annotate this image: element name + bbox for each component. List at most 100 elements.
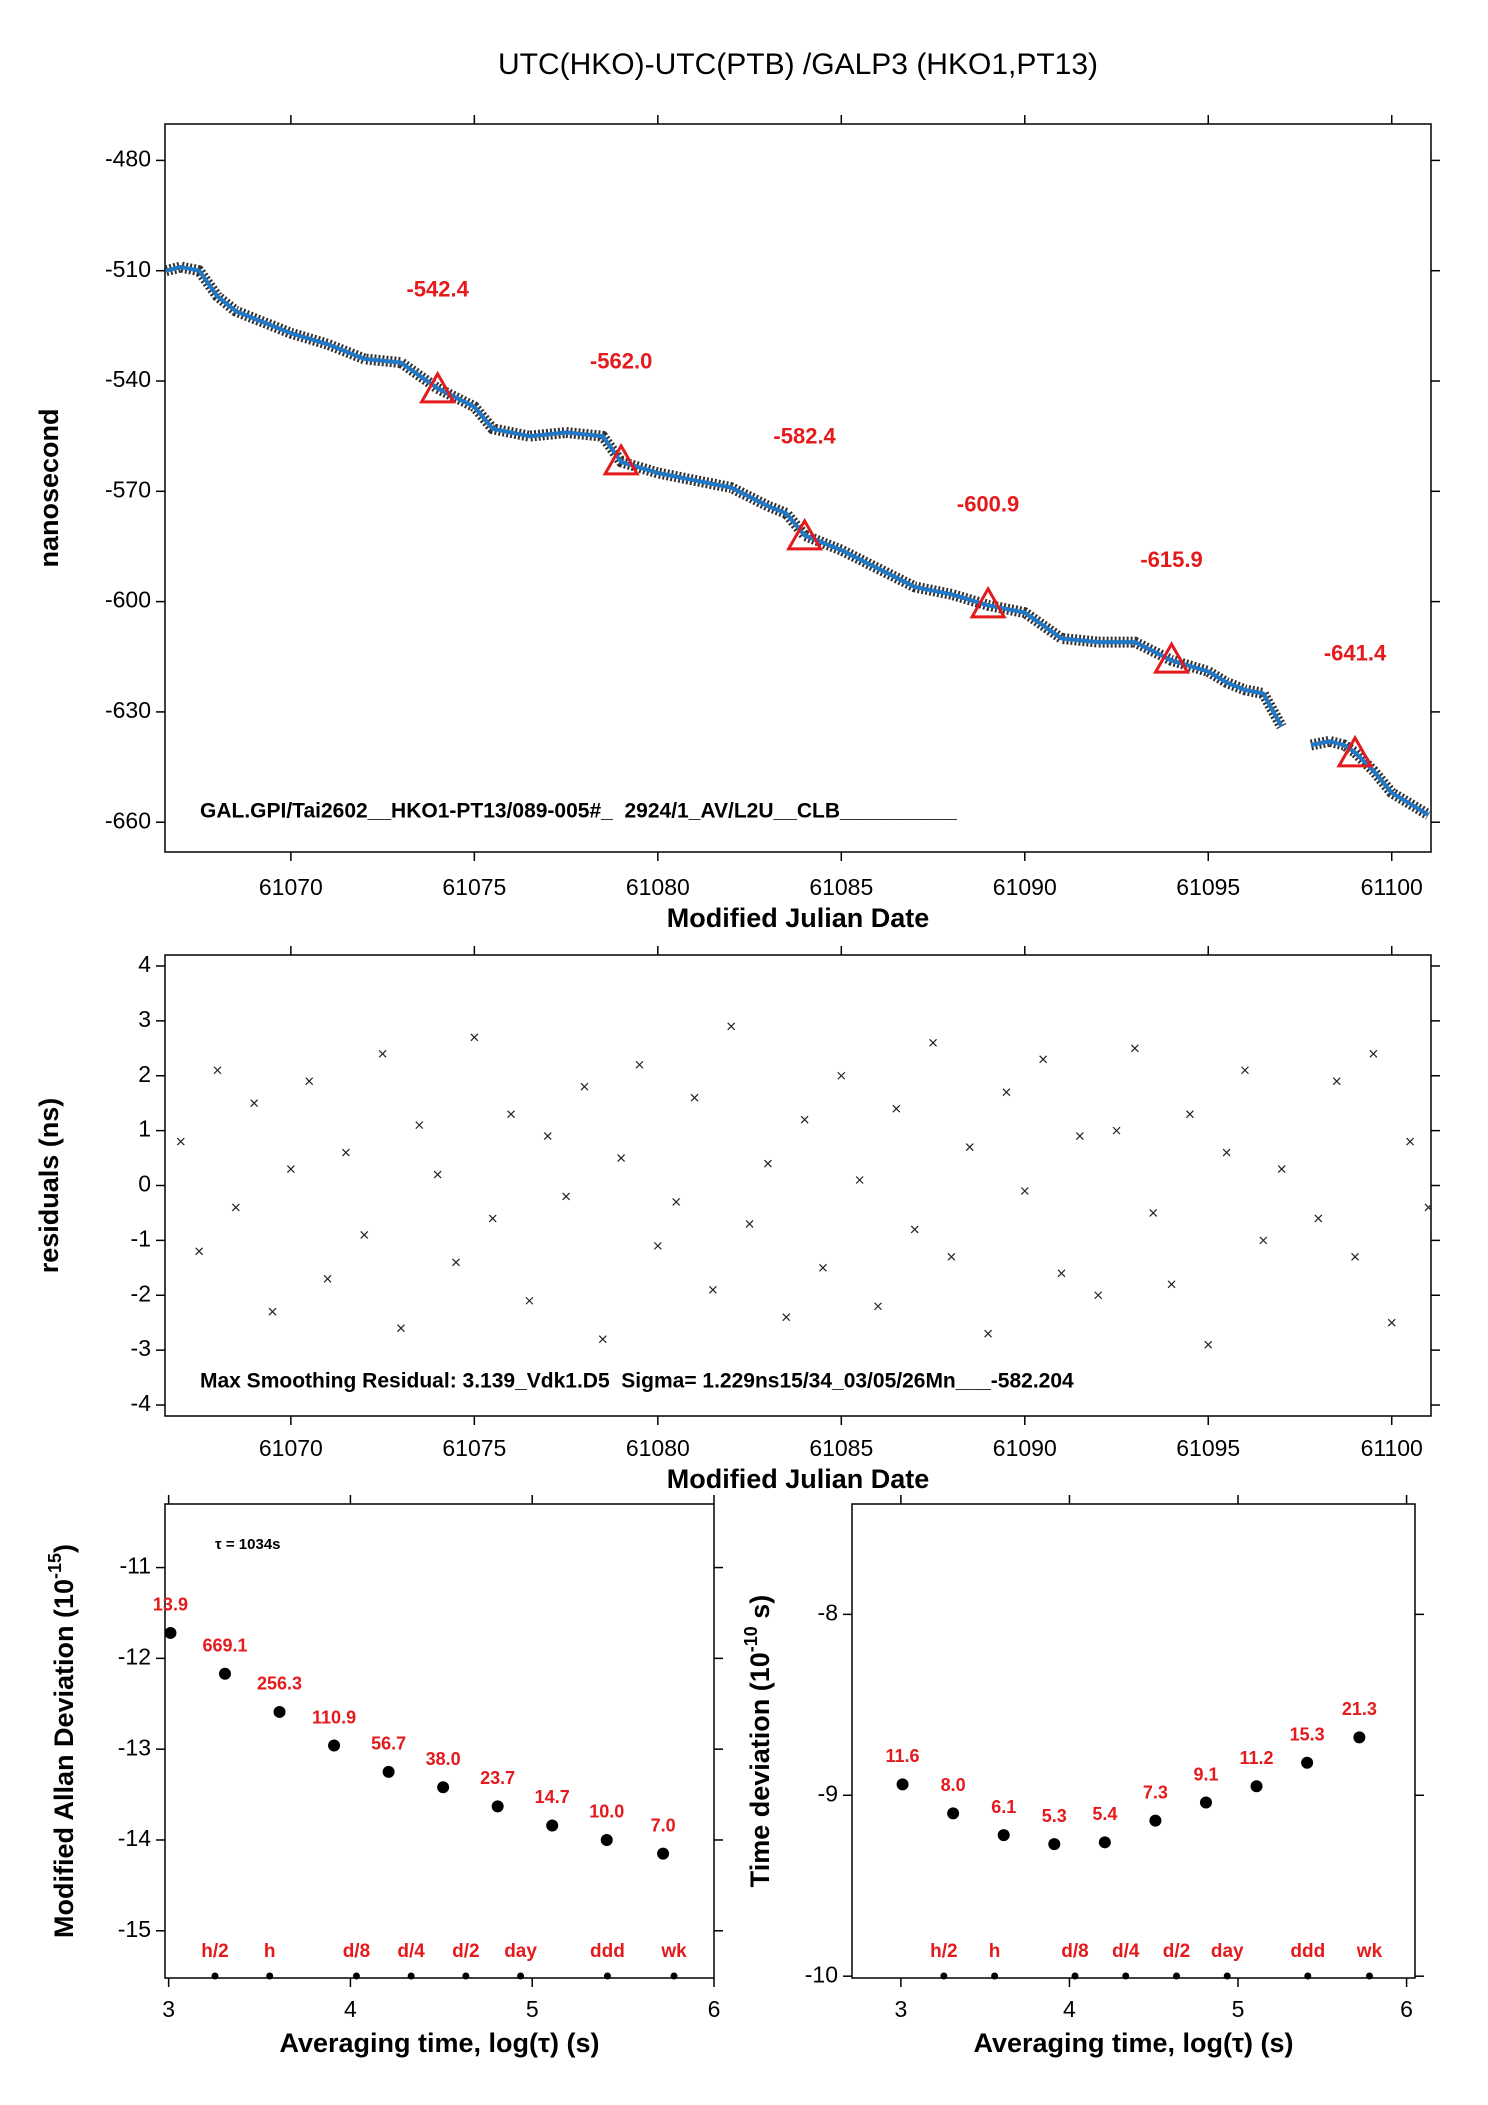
plot-frame	[164, 1503, 715, 1979]
time-marker	[991, 1972, 999, 1980]
residual-point	[195, 1247, 204, 1256]
y-tick-label: -510	[105, 256, 151, 282]
y-tick-label: -8	[818, 1599, 838, 1625]
point	[896, 1778, 909, 1791]
residual-point	[397, 1324, 405, 1333]
residual-point	[452, 1258, 460, 1267]
time-marker-label: day	[504, 1941, 537, 1962]
residual-point	[874, 1302, 882, 1311]
residual-point	[1112, 1126, 1121, 1135]
x-tick-label: 3	[162, 1996, 175, 2022]
point	[218, 1667, 231, 1680]
point	[328, 1739, 341, 1752]
y-tick-label: -11	[119, 1553, 151, 1579]
time-marker	[517, 1972, 525, 1980]
residual-point	[1314, 1214, 1323, 1223]
marker-label: -582.4	[773, 424, 836, 449]
residual-point	[488, 1214, 497, 1223]
y-tick-label: -1	[131, 1225, 151, 1251]
residual-point	[580, 1082, 589, 1091]
time-marker-label: ddd	[590, 1941, 625, 1962]
point-label: 5.4	[1092, 1804, 1117, 1824]
x-tick-label: 61085	[809, 874, 873, 900]
residual-point	[1204, 1340, 1213, 1349]
time-marker	[211, 1972, 219, 1980]
time-marker-label: ddd	[1290, 1941, 1325, 1962]
point	[997, 1829, 1010, 1842]
point-label: 9.1	[1193, 1764, 1218, 1784]
residual-point	[1149, 1209, 1158, 1217]
point-label: 56.7	[371, 1734, 406, 1754]
residual-point	[1259, 1236, 1268, 1245]
residual-point	[1002, 1088, 1011, 1097]
point-label: 7.3	[1143, 1782, 1168, 1802]
residual-point	[433, 1170, 442, 1179]
x-tick-label: 61090	[993, 874, 1057, 900]
residual-point	[176, 1137, 185, 1146]
residual-point	[525, 1296, 534, 1305]
triangle-marker	[786, 517, 824, 551]
point-label: 23.7	[480, 1768, 515, 1788]
x-tick-label: 61100	[1361, 874, 1423, 900]
residual-point	[1094, 1291, 1103, 1300]
y-tick-label: -4	[131, 1390, 152, 1416]
x-tick-label: 61095	[1176, 874, 1240, 900]
residual-point	[1222, 1148, 1231, 1157]
residual-point	[213, 1066, 222, 1075]
y-tick-label: 3	[138, 1006, 151, 1032]
residual-point	[378, 1049, 387, 1058]
y-axis-label-end: s)	[745, 1595, 775, 1627]
point	[491, 1800, 504, 1813]
time-marker	[670, 1972, 678, 1980]
time-marker-label: h/2	[930, 1941, 957, 1962]
time-marker-label: d/2	[1163, 1941, 1190, 1962]
point-label: 13.9	[153, 1595, 188, 1615]
time-marker	[1365, 1972, 1373, 1980]
y-tick-label: -480	[105, 145, 151, 171]
plot-frame	[164, 123, 1432, 853]
point-label: 11.6	[886, 1746, 920, 1766]
x-axis-label: Modified Julian Date	[667, 903, 930, 933]
time-marker	[1071, 1972, 1079, 1980]
x-tick-label: 4	[344, 1996, 357, 2022]
time-marker-label: h	[989, 1941, 1001, 1962]
point	[437, 1781, 450, 1794]
point-label: 256.3	[257, 1674, 302, 1694]
marker-label: -641.4	[1324, 641, 1387, 666]
residual-point	[360, 1230, 369, 1239]
y-tick-label: -12	[118, 1643, 151, 1669]
time-marker	[1304, 1972, 1312, 1980]
point	[600, 1833, 613, 1846]
point	[546, 1819, 559, 1832]
residual-point	[470, 1033, 479, 1042]
time-marker	[1172, 1972, 1180, 1980]
residual-point	[598, 1335, 607, 1344]
x-tick-label: 61100	[1361, 1435, 1423, 1461]
residual-point	[727, 1022, 736, 1031]
x-tick-label: 5	[1232, 1996, 1245, 2022]
time-marker-label: day	[1211, 1941, 1244, 1962]
point	[1149, 1814, 1162, 1827]
residual-point	[543, 1132, 552, 1141]
x-axis-label: Modified Julian Date	[667, 1464, 930, 1494]
x-tick-label: 61080	[626, 874, 690, 900]
residual-point	[635, 1060, 644, 1069]
marker-label: -600.9	[957, 492, 1019, 517]
time-marker	[1223, 1972, 1231, 1980]
residual-point	[672, 1198, 681, 1206]
y-tick-label: 1	[138, 1116, 151, 1142]
triangle-marker	[969, 585, 1007, 619]
triangle-marker	[1152, 641, 1191, 674]
residual-point	[745, 1219, 754, 1228]
y-axis-label-end: )	[49, 1544, 79, 1553]
residual-point	[800, 1115, 809, 1124]
time-marker-label: h	[264, 1941, 276, 1962]
residual-point	[305, 1077, 314, 1086]
marker-label: -562.0	[590, 349, 652, 374]
time-marker-label: h/2	[201, 1941, 228, 1962]
annotation: GAL.GPI/Tai2602__HKO1-PT13/089-005#_ 292…	[200, 800, 957, 823]
y-axis-label: nanosecond	[34, 408, 64, 567]
time-marker	[407, 1972, 415, 1980]
